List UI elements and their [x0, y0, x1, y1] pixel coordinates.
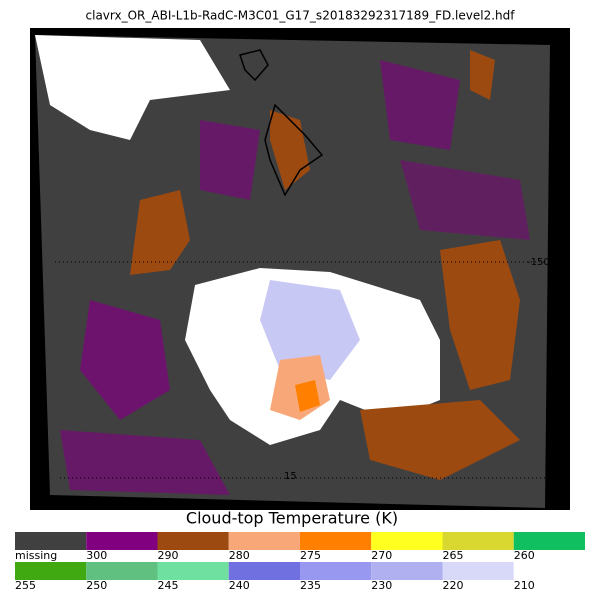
swatch-label: 265 — [443, 549, 464, 562]
swatch — [15, 532, 87, 550]
swatch-label: 270 — [371, 549, 392, 562]
swatch-label: 255 — [15, 579, 36, 592]
swatch-label: 235 — [300, 579, 321, 592]
swatch-label: 290 — [158, 549, 179, 562]
swatch-label: 275 — [300, 549, 321, 562]
swatch — [157, 532, 229, 550]
swatch — [86, 532, 158, 550]
swatch-label: 210 — [514, 579, 535, 592]
swatch — [300, 532, 372, 550]
swatch — [371, 532, 443, 550]
swatch — [442, 562, 514, 580]
swatch — [513, 532, 585, 550]
swatch — [15, 562, 87, 580]
swatch — [442, 532, 514, 550]
lon-label: -150 — [527, 257, 550, 268]
swatch — [513, 562, 585, 580]
swatch-label: 300 — [86, 549, 107, 562]
swatch-label: 240 — [229, 579, 250, 592]
swatch — [228, 562, 300, 580]
swatch-label: 245 — [158, 579, 179, 592]
swatch — [228, 532, 300, 550]
swatch — [371, 562, 443, 580]
swatch — [86, 562, 158, 580]
swatch-label: 280 — [229, 549, 250, 562]
legend-title: Cloud-top Temperature (K) — [186, 509, 398, 528]
swatch-label: 260 — [514, 549, 535, 562]
lat-label: 15 — [284, 471, 297, 482]
swatch — [157, 562, 229, 580]
swatch-label: 230 — [371, 579, 392, 592]
swatch-label: 220 — [443, 579, 464, 592]
swatch — [300, 562, 372, 580]
swatch-label: 250 — [86, 579, 107, 592]
colorbar: missing 300 290 280 275 270 265 260 255 250 245 240… — [15, 532, 585, 592]
title: clavrx_OR_ABI-L1b-RadC-M3C01_G17_s201832… — [86, 9, 516, 23]
swatch-label: missing — [15, 549, 57, 562]
satellite-image — [30, 28, 570, 510]
